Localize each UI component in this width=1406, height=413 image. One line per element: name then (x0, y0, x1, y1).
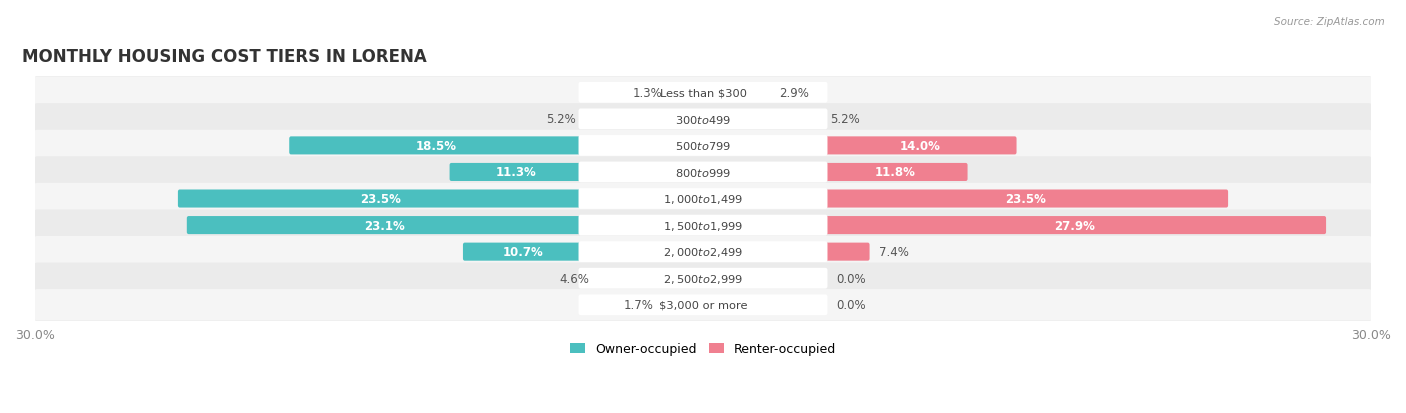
FancyBboxPatch shape (672, 84, 704, 102)
FancyBboxPatch shape (578, 295, 828, 316)
FancyBboxPatch shape (34, 157, 1372, 189)
FancyBboxPatch shape (34, 290, 1372, 320)
Text: MONTHLY HOUSING COST TIERS IN LORENA: MONTHLY HOUSING COST TIERS IN LORENA (21, 48, 426, 66)
Text: $500 to $799: $500 to $799 (675, 140, 731, 152)
FancyBboxPatch shape (702, 137, 1017, 155)
FancyBboxPatch shape (34, 183, 1372, 215)
Text: $800 to $999: $800 to $999 (675, 166, 731, 178)
FancyBboxPatch shape (702, 216, 1326, 235)
FancyBboxPatch shape (34, 103, 1372, 136)
FancyBboxPatch shape (187, 216, 704, 235)
Text: Source: ZipAtlas.com: Source: ZipAtlas.com (1274, 17, 1385, 26)
FancyBboxPatch shape (578, 268, 828, 289)
FancyBboxPatch shape (179, 190, 704, 208)
FancyBboxPatch shape (599, 270, 704, 287)
FancyBboxPatch shape (702, 164, 967, 182)
FancyBboxPatch shape (578, 136, 828, 157)
FancyBboxPatch shape (702, 84, 769, 102)
Text: 0.0%: 0.0% (837, 272, 866, 285)
FancyBboxPatch shape (34, 77, 1372, 109)
Text: 23.1%: 23.1% (364, 219, 405, 232)
Text: 5.2%: 5.2% (547, 113, 576, 126)
FancyBboxPatch shape (290, 137, 704, 155)
Text: $3,000 or more: $3,000 or more (659, 300, 747, 310)
FancyBboxPatch shape (34, 263, 1372, 294)
FancyBboxPatch shape (34, 210, 1372, 241)
Text: 4.6%: 4.6% (560, 272, 589, 285)
Text: 18.5%: 18.5% (415, 140, 457, 152)
Text: 0.0%: 0.0% (837, 299, 866, 311)
FancyBboxPatch shape (578, 242, 828, 262)
FancyBboxPatch shape (34, 236, 1372, 268)
Text: 27.9%: 27.9% (1054, 219, 1095, 232)
Text: 11.8%: 11.8% (875, 166, 917, 179)
Text: Less than $300: Less than $300 (659, 88, 747, 98)
Text: 23.5%: 23.5% (1005, 192, 1046, 206)
Text: $300 to $499: $300 to $499 (675, 114, 731, 126)
FancyBboxPatch shape (702, 111, 821, 128)
FancyBboxPatch shape (34, 183, 1372, 215)
Text: 10.7%: 10.7% (502, 246, 543, 259)
FancyBboxPatch shape (578, 109, 828, 130)
Text: 1.3%: 1.3% (633, 87, 662, 100)
FancyBboxPatch shape (450, 164, 704, 182)
Text: $2,000 to $2,499: $2,000 to $2,499 (664, 246, 742, 259)
FancyBboxPatch shape (34, 262, 1372, 295)
FancyBboxPatch shape (34, 104, 1372, 135)
FancyBboxPatch shape (463, 243, 704, 261)
FancyBboxPatch shape (702, 190, 1227, 208)
Text: $1,500 to $1,999: $1,500 to $1,999 (664, 219, 742, 232)
FancyBboxPatch shape (664, 296, 704, 314)
Text: 23.5%: 23.5% (360, 192, 401, 206)
FancyBboxPatch shape (34, 236, 1372, 268)
Text: 14.0%: 14.0% (900, 140, 941, 152)
Text: $2,500 to $2,999: $2,500 to $2,999 (664, 272, 742, 285)
Text: 2.9%: 2.9% (779, 87, 808, 100)
FancyBboxPatch shape (578, 215, 828, 236)
FancyBboxPatch shape (34, 131, 1372, 161)
Legend: Owner-occupied, Renter-occupied: Owner-occupied, Renter-occupied (565, 337, 841, 361)
FancyBboxPatch shape (578, 162, 828, 183)
Text: $1,000 to $1,499: $1,000 to $1,499 (664, 192, 742, 206)
FancyBboxPatch shape (585, 111, 704, 128)
FancyBboxPatch shape (34, 77, 1372, 109)
FancyBboxPatch shape (578, 83, 828, 103)
FancyBboxPatch shape (702, 243, 869, 261)
Text: 11.3%: 11.3% (495, 166, 536, 179)
FancyBboxPatch shape (34, 157, 1372, 188)
Text: 1.7%: 1.7% (624, 299, 654, 311)
FancyBboxPatch shape (578, 189, 828, 209)
FancyBboxPatch shape (34, 289, 1372, 321)
FancyBboxPatch shape (34, 209, 1372, 242)
Text: 7.4%: 7.4% (879, 246, 908, 259)
FancyBboxPatch shape (34, 130, 1372, 162)
Text: 5.2%: 5.2% (830, 113, 859, 126)
